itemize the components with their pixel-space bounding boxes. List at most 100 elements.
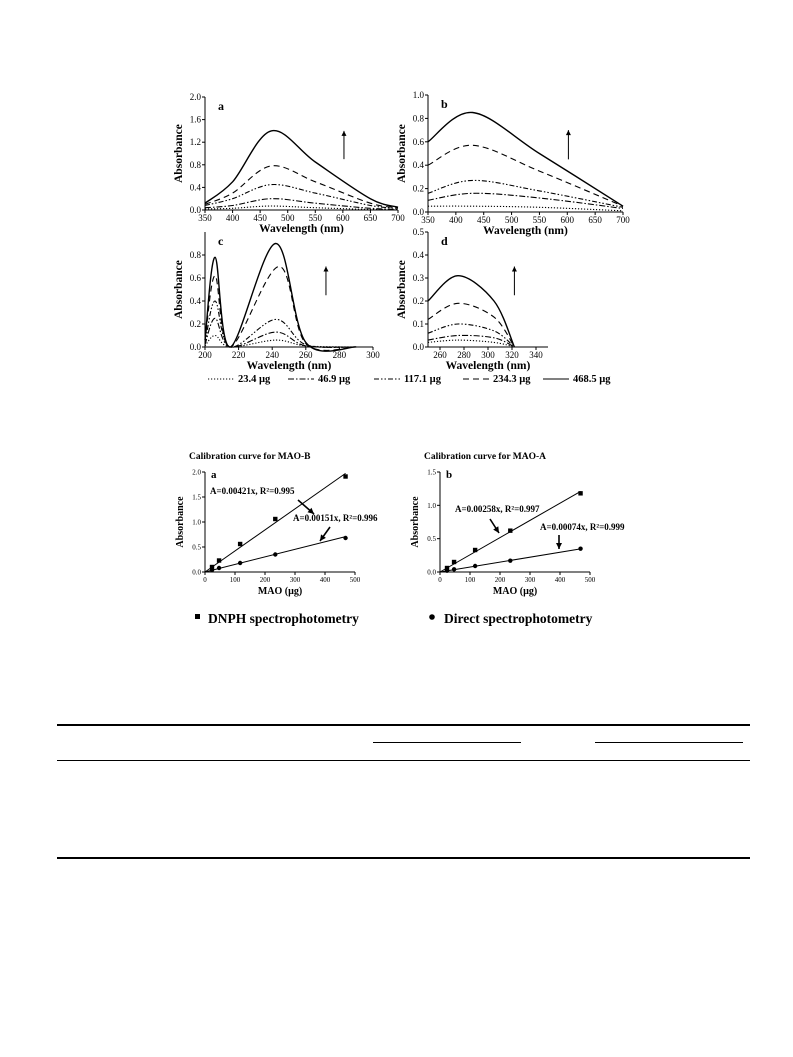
- panel-label: b: [446, 469, 452, 481]
- spectrum-series-3: [427, 323, 515, 348]
- table-header-rule: [57, 760, 750, 761]
- x-axis-title: MAO (µg): [493, 586, 537, 597]
- legend-label-direct: Direct spectrophotometry: [444, 611, 593, 626]
- y-tick-label: 1.6: [190, 115, 202, 125]
- legend-label-5: 468.5 µg: [573, 374, 611, 385]
- legend-label-4: 234.3 µg: [493, 374, 531, 385]
- data-point-circle: [508, 558, 513, 563]
- panel-label: d: [441, 234, 448, 248]
- x-tick-label: 300: [525, 576, 536, 584]
- y-tick-label: 2.0: [192, 469, 201, 477]
- x-tick-label: 200: [495, 576, 506, 584]
- trend-arrow-head: [341, 130, 347, 136]
- x-tick-label: 340: [529, 350, 543, 360]
- spectrum-series-2: [427, 334, 515, 348]
- y-tick-label: 0.5: [192, 544, 201, 552]
- x-tick-label: 280: [457, 350, 471, 360]
- y-tick-label: 1.0: [192, 519, 201, 527]
- calibration-panel-b: Calibration curve for MAO-A 0 100 200 300 400…: [410, 452, 625, 597]
- y-axis-title: Absorbance: [173, 124, 185, 183]
- x-tick-label: 100: [230, 576, 241, 584]
- data-point-square: [472, 547, 478, 553]
- trend-arrow-head: [511, 266, 517, 272]
- x-tick-label: 260: [433, 350, 447, 360]
- x-tick-label: 260: [299, 350, 313, 360]
- y-axis-title: Absorbance: [396, 124, 408, 183]
- data-point-circle: [451, 567, 457, 572]
- spectrum-series-5: [204, 130, 399, 208]
- trend-arrow-head: [565, 130, 571, 136]
- fit-equation-1: A=0.00421x, R²=0.995: [210, 486, 295, 496]
- panel-label: a: [218, 99, 224, 113]
- data-point-square: [578, 491, 583, 496]
- data-point-square: [343, 474, 348, 479]
- data-point-square: [451, 559, 457, 565]
- fit-pointer-arrow-head: [493, 526, 499, 533]
- x-tick-label: 550: [309, 213, 323, 223]
- trend-arrow-head: [323, 266, 329, 272]
- x-tick-label: 320: [505, 350, 519, 360]
- x-tick-label: 400: [449, 215, 463, 225]
- y-tick-label: 0.0: [190, 205, 202, 215]
- spectrum-series-5: [427, 111, 624, 207]
- x-tick-label: 600: [561, 215, 575, 225]
- table-group-rule-1: [373, 742, 521, 743]
- x-tick-label: 300: [366, 350, 380, 360]
- y-tick-label: 0.6: [413, 137, 425, 147]
- x-tick-label: 500: [505, 215, 519, 225]
- fit-pointer-arrow-head: [556, 543, 562, 549]
- data-point-square: [273, 516, 278, 522]
- table-top-rule: [57, 724, 750, 726]
- calibration-legend: DNPH spectrophotometry Direct spectrophot…: [195, 611, 593, 626]
- spectrum-series-3: [204, 300, 357, 348]
- x-tick-label: 300: [481, 350, 495, 360]
- x-tick-label: 700: [616, 215, 630, 225]
- y-axis-title: Absorbance: [175, 496, 186, 548]
- x-tick-label: 600: [336, 213, 350, 223]
- y-tick-label: 0.2: [413, 296, 424, 306]
- data-point-square: [508, 528, 513, 533]
- x-tick-label: 200: [198, 350, 212, 360]
- x-tick-label: 220: [232, 350, 246, 360]
- y-tick-label: 1.0: [413, 90, 425, 100]
- y-axis-title: Absorbance: [410, 496, 421, 548]
- x-tick-label: 450: [477, 215, 491, 225]
- spectrum-series-5: [204, 242, 357, 352]
- x-tick-label: 240: [265, 350, 279, 360]
- legend-label-3: 117.1 µg: [404, 374, 442, 385]
- y-tick-label: 0.0: [192, 569, 201, 577]
- x-tick-label: 400: [320, 576, 331, 584]
- data-point-circle: [273, 552, 278, 557]
- data-point-circle: [209, 567, 215, 573]
- x-tick-label: 450: [253, 213, 267, 223]
- y-axis-title: Absorbance: [396, 260, 408, 319]
- x-axis-title: Wavelength (nm): [259, 223, 344, 235]
- spectrum-series-5: [427, 274, 516, 348]
- x-tick-label: 0: [203, 576, 207, 584]
- y-tick-label: 0.4: [190, 296, 202, 306]
- spectrum-series-1: [427, 339, 515, 348]
- x-tick-label: 280: [333, 350, 347, 360]
- x-tick-label: 400: [226, 213, 240, 223]
- y-tick-label: 1.5: [192, 494, 201, 502]
- legend-marker-circle: [429, 614, 435, 620]
- spectrum-series-3: [427, 179, 624, 208]
- data-point-circle: [216, 565, 222, 571]
- data-point-circle: [343, 535, 348, 541]
- data-point-square: [237, 541, 243, 547]
- y-tick-label: 0.8: [413, 113, 425, 123]
- fit-equation-1: A=0.00258x, R²=0.997: [455, 504, 540, 514]
- y-tick-label: 0.0: [190, 342, 202, 352]
- table-bottom-rule: [57, 857, 750, 859]
- spectrum-panel-d: 260 280 300 320 340 0.0 0.1 0.2 0.3 0.4 0.5 d Wavele…: [396, 227, 548, 372]
- spectrum-panel-b: 350 400 450 500 550 600 650 700 0.0 0.2 0.4 0.6 0.8 1…: [396, 90, 630, 237]
- x-tick-label: 650: [588, 215, 602, 225]
- y-tick-label: 0.4: [413, 250, 425, 260]
- y-tick-label: 0.2: [413, 184, 424, 194]
- x-tick-label: 0: [438, 576, 442, 584]
- fit-equation-2: A=0.00074x, R²=0.999: [540, 522, 625, 532]
- panel-label: a: [211, 469, 217, 481]
- legend-label-1: 23.4 µg: [238, 374, 271, 385]
- y-tick-label: 0.0: [413, 207, 425, 217]
